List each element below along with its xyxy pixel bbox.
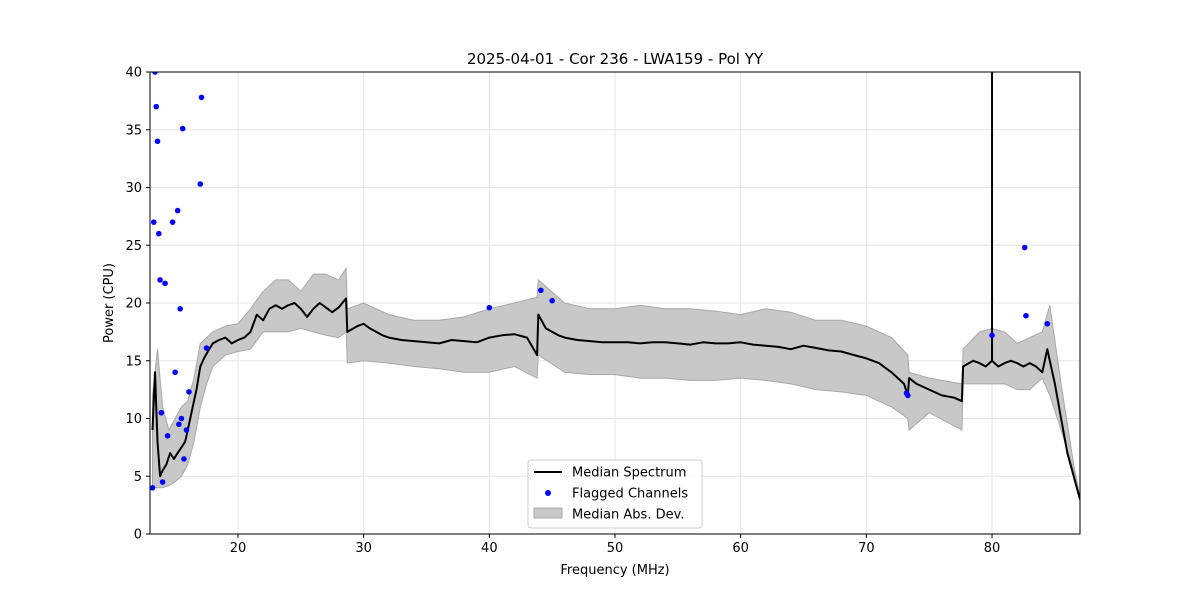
flagged-point-22: [198, 94, 205, 101]
flagged-point-32: [1044, 320, 1051, 327]
y-axis: 0 5 10 15 20 25 30 35 40: [125, 66, 150, 543]
y-tick-label-0: 0: [134, 528, 142, 543]
flagged-point-21: [197, 181, 204, 187]
flagged-point-4: [154, 138, 161, 145]
legend-box: [527, 459, 703, 529]
flagged-point-15: [177, 305, 183, 312]
flagged-point-23: [203, 345, 210, 351]
flagged-point-31: [1023, 312, 1029, 319]
flagged-point-18: [181, 456, 187, 462]
flagged-point-26: [549, 297, 555, 304]
y-tick-label-3: 15: [125, 354, 142, 369]
flagged-point-6: [157, 277, 163, 283]
flagged-point-29: [989, 332, 995, 339]
flagged-point-14: [176, 421, 182, 428]
flagged-point-16: [178, 415, 185, 422]
legend-swatch-mad: [533, 507, 563, 519]
legend: Median Spectrum Flagged Channels Median …: [527, 459, 703, 529]
flagged-points: [150, 72, 1051, 491]
y-tick-label-8: 40: [125, 66, 142, 81]
flagged-point-20: [186, 389, 192, 395]
flagged-point-1: [150, 219, 157, 225]
flagged-point-24: [486, 304, 493, 311]
x-tick-label-1: 30: [355, 541, 372, 556]
legend-label-mad: Median Abs. Dev.: [572, 508, 684, 523]
y-axis-label: Power (CPU): [102, 263, 117, 343]
flagged-point-9: [162, 280, 168, 287]
mad-band: [152, 266, 1080, 502]
y-tick-label-4: 20: [125, 297, 142, 312]
flagged-point-7: [158, 409, 165, 416]
flagged-point-2: [152, 72, 158, 75]
legend-label-median: Median Spectrum: [572, 466, 686, 481]
flagged-point-30: [1021, 244, 1028, 251]
flagged-point-11: [169, 219, 176, 225]
legend-swatch-flagged: [545, 490, 551, 496]
flagged-point-13: [174, 207, 181, 214]
x-tick-label-3: 50: [607, 541, 624, 556]
plot-area: [150, 72, 1080, 502]
flagged-point-8: [159, 479, 166, 485]
y-tick-label-7: 35: [125, 123, 142, 138]
x-tick-label-4: 60: [732, 541, 749, 556]
flagged-point-3: [153, 103, 160, 110]
chart-title: 2025-04-01 - Cor 236 - LWA159 - Pol YY: [467, 50, 764, 68]
flagged-point-0: [150, 485, 156, 491]
y-tick-label-2: 10: [125, 412, 142, 427]
flagged-point-5: [155, 230, 162, 237]
flagged-point-19: [183, 427, 190, 433]
y-tick-label-5: 25: [125, 239, 142, 254]
y-tick-label-1: 5: [134, 470, 142, 485]
x-tick-label-5: 70: [858, 541, 875, 556]
x-axis: 20 30 40 50 60 70 80: [230, 534, 1001, 556]
legend-label-flagged: Flagged Channels: [572, 487, 688, 502]
flagged-point-12: [172, 369, 178, 376]
flagged-point-25: [538, 287, 544, 294]
median-spectrum-line: [151, 297, 1080, 500]
x-tick-label-2: 40: [481, 541, 498, 556]
x-tick-label-6: 80: [984, 541, 1001, 556]
flagged-point-28: [905, 392, 911, 399]
x-axis-label: Frequency (MHz): [560, 563, 669, 578]
flagged-point-10: [164, 433, 171, 439]
y-tick-label-6: 30: [125, 181, 142, 196]
flagged-point-17: [179, 125, 186, 132]
x-tick-label-0: 20: [230, 541, 247, 556]
